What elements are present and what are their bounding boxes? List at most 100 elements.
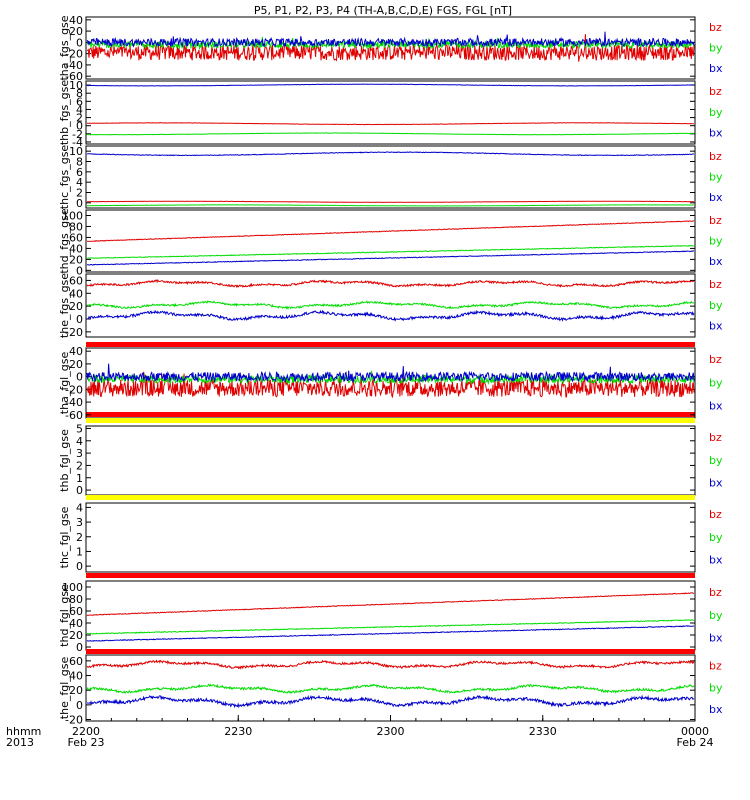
y-tick-label: 0 (76, 120, 83, 133)
y-tick-label: 20 (69, 358, 83, 371)
series-bz (86, 33, 695, 62)
panel-frame (85, 580, 696, 651)
y-tick-label: -40 (65, 396, 83, 409)
y-tick-label: -20 (65, 326, 83, 339)
panel-frame (85, 502, 696, 573)
y-tick-label: -40 (65, 59, 83, 72)
series-by (86, 132, 695, 136)
x-tick-label: 2230 (224, 725, 252, 738)
y-axis-label: thd_fgs_gse (58, 208, 71, 274)
legend-bz: bz (709, 21, 722, 34)
y-tick-label: 6 (76, 95, 83, 108)
y-tick-label: 5 (76, 422, 83, 435)
series-bx (87, 151, 694, 157)
y-tick-label: 60 (69, 605, 83, 618)
legend-bz: bz (709, 214, 722, 227)
y-tick-label: 60 (69, 655, 83, 668)
panel-frame (85, 273, 696, 338)
legend-bz: bz (709, 353, 722, 366)
y-tick-label: 40 (69, 14, 83, 27)
y-tick-label: 6 (76, 166, 83, 179)
series-bz (86, 200, 695, 203)
status-bar-red (86, 412, 695, 417)
y-tick-label: 4 (76, 435, 83, 448)
y-tick-label: 8 (76, 87, 83, 100)
series-bx (86, 250, 695, 266)
legend-bx: bx (709, 703, 723, 716)
series-bz (86, 279, 695, 288)
y-tick-label: 2 (76, 459, 83, 472)
legend-by: by (709, 106, 723, 119)
series-by (86, 683, 695, 694)
legend-bx: bx (709, 127, 723, 140)
x-tick-label: 2330 (529, 725, 557, 738)
legend-bx: bx (709, 320, 723, 333)
series-bz (87, 220, 695, 242)
x-tick-label: 2300 (377, 725, 405, 738)
legend-bx: bx (709, 62, 723, 75)
series-by (86, 36, 695, 50)
y-tick-label: 2 (76, 531, 83, 544)
series-bx (86, 83, 695, 87)
y-tick-label: 40 (69, 287, 83, 300)
legend-bx: bx (709, 255, 723, 268)
y-tick-label: 20 (69, 300, 83, 313)
y-tick-label: 2 (76, 187, 83, 200)
legend-bz: bz (709, 278, 722, 291)
y-tick-label: 0 (76, 560, 83, 573)
panel-frame (85, 145, 696, 209)
y-tick-label: 80 (69, 593, 83, 606)
y-tick-label: -60 (65, 70, 83, 83)
y-tick-label: 60 (69, 274, 83, 287)
legend-bz: bz (709, 431, 722, 444)
y-tick-label: 40 (69, 345, 83, 358)
y-tick-label: -20 (65, 383, 83, 396)
legend-by: by (709, 609, 723, 622)
legend-bz: bz (709, 508, 722, 521)
y-axis-label: thb_fgl_gse (58, 429, 71, 492)
y-tick-label: 1 (76, 545, 83, 558)
legend-by: by (709, 454, 723, 467)
status-bar-red (86, 342, 695, 347)
y-tick-label: 0 (76, 36, 83, 49)
y-tick-label: 100 (62, 209, 83, 222)
y-tick-label: 4 (76, 103, 83, 116)
legend-by: by (709, 376, 723, 389)
y-tick-label: 2 (76, 112, 83, 125)
y-tick-label: 0 (76, 264, 83, 277)
y-tick-label: 0 (76, 371, 83, 384)
y-axis-label: the_fgl_gse (58, 657, 71, 720)
y-tick-label: 8 (76, 156, 83, 169)
x-tick-label: 0000 (681, 725, 709, 738)
legend-bz: bz (709, 660, 722, 673)
series-bx (86, 309, 695, 322)
panel-frame (85, 16, 696, 80)
y-tick-label: 0 (76, 641, 83, 654)
y-tick-label: 1 (76, 472, 83, 485)
y-tick-label: 4 (76, 176, 83, 189)
legend-bx: bx (709, 554, 723, 567)
y-tick-label: -60 (65, 409, 83, 422)
y-tick-label: 20 (69, 629, 83, 642)
legend-by: by (709, 41, 723, 54)
y-tick-label: 0 (76, 699, 83, 712)
y-tick-label: 20 (69, 253, 83, 266)
x-date-label-end: Feb 24 (677, 736, 714, 749)
y-tick-label: 4 (76, 501, 83, 514)
y-tick-label: 40 (69, 670, 83, 683)
y-tick-label: -2 (72, 128, 83, 141)
legend-bz: bz (709, 586, 722, 599)
y-axis-label: tha_fgs_gse (58, 15, 71, 80)
y-tick-label: 20 (69, 684, 83, 697)
y-tick-label: 40 (69, 242, 83, 255)
series-bz (86, 659, 695, 670)
